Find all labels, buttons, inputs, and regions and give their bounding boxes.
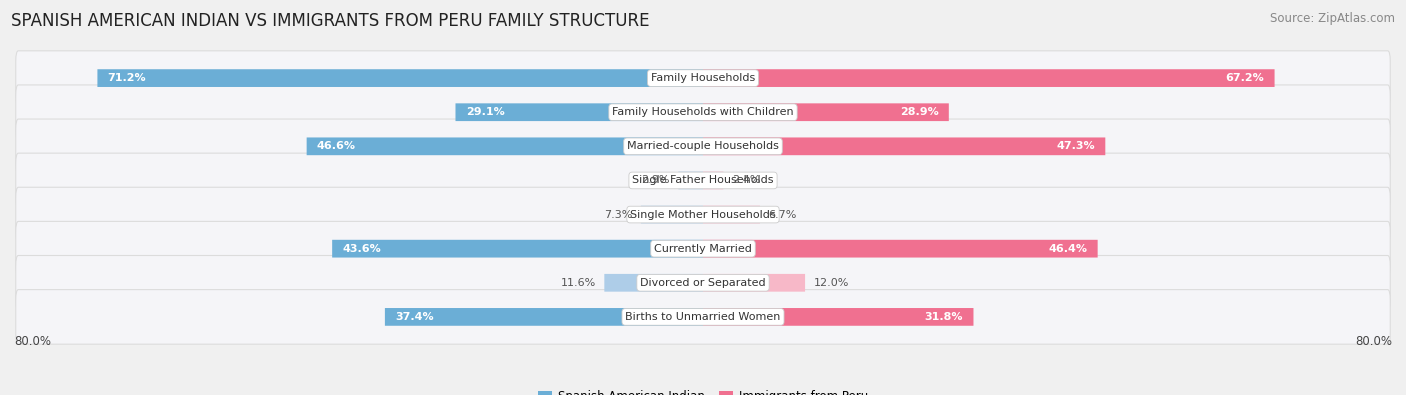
Text: 2.9%: 2.9% <box>641 175 669 185</box>
Text: Currently Married: Currently Married <box>654 244 752 254</box>
FancyBboxPatch shape <box>15 153 1391 208</box>
FancyBboxPatch shape <box>641 206 703 224</box>
Text: 80.0%: 80.0% <box>14 335 51 348</box>
FancyBboxPatch shape <box>15 85 1391 139</box>
Text: Family Households with Children: Family Households with Children <box>612 107 794 117</box>
FancyBboxPatch shape <box>15 221 1391 276</box>
Text: 31.8%: 31.8% <box>925 312 963 322</box>
Text: 7.3%: 7.3% <box>605 210 633 220</box>
FancyBboxPatch shape <box>385 308 703 326</box>
Text: SPANISH AMERICAN INDIAN VS IMMIGRANTS FROM PERU FAMILY STRUCTURE: SPANISH AMERICAN INDIAN VS IMMIGRANTS FR… <box>11 12 650 30</box>
FancyBboxPatch shape <box>703 274 806 292</box>
Text: Births to Unmarried Women: Births to Unmarried Women <box>626 312 780 322</box>
FancyBboxPatch shape <box>15 51 1391 105</box>
Text: 37.4%: 37.4% <box>395 312 433 322</box>
Text: 46.4%: 46.4% <box>1049 244 1087 254</box>
Text: Married-couple Households: Married-couple Households <box>627 141 779 151</box>
FancyBboxPatch shape <box>703 240 1098 258</box>
FancyBboxPatch shape <box>15 290 1391 344</box>
Text: 11.6%: 11.6% <box>561 278 596 288</box>
FancyBboxPatch shape <box>15 256 1391 310</box>
FancyBboxPatch shape <box>307 137 703 155</box>
Text: 29.1%: 29.1% <box>465 107 505 117</box>
Text: Family Households: Family Households <box>651 73 755 83</box>
FancyBboxPatch shape <box>703 137 1105 155</box>
FancyBboxPatch shape <box>703 206 761 224</box>
Text: 28.9%: 28.9% <box>900 107 939 117</box>
Legend: Spanish American Indian, Immigrants from Peru: Spanish American Indian, Immigrants from… <box>533 385 873 395</box>
Text: Single Mother Households: Single Mother Households <box>630 210 776 220</box>
Text: 43.6%: 43.6% <box>343 244 381 254</box>
Text: 46.6%: 46.6% <box>316 141 356 151</box>
FancyBboxPatch shape <box>332 240 703 258</box>
FancyBboxPatch shape <box>703 171 724 189</box>
FancyBboxPatch shape <box>703 103 949 121</box>
Text: 2.4%: 2.4% <box>733 175 761 185</box>
FancyBboxPatch shape <box>605 274 703 292</box>
FancyBboxPatch shape <box>703 69 1275 87</box>
FancyBboxPatch shape <box>703 308 973 326</box>
Text: 6.7%: 6.7% <box>769 210 797 220</box>
Text: 67.2%: 67.2% <box>1226 73 1264 83</box>
Text: 80.0%: 80.0% <box>1355 335 1392 348</box>
FancyBboxPatch shape <box>15 187 1391 242</box>
FancyBboxPatch shape <box>456 103 703 121</box>
Text: Single Father Households: Single Father Households <box>633 175 773 185</box>
Text: 71.2%: 71.2% <box>108 73 146 83</box>
Text: Divorced or Separated: Divorced or Separated <box>640 278 766 288</box>
Text: 12.0%: 12.0% <box>814 278 849 288</box>
Text: 47.3%: 47.3% <box>1056 141 1095 151</box>
FancyBboxPatch shape <box>97 69 703 87</box>
Text: Source: ZipAtlas.com: Source: ZipAtlas.com <box>1270 12 1395 25</box>
FancyBboxPatch shape <box>678 171 703 189</box>
FancyBboxPatch shape <box>15 119 1391 174</box>
